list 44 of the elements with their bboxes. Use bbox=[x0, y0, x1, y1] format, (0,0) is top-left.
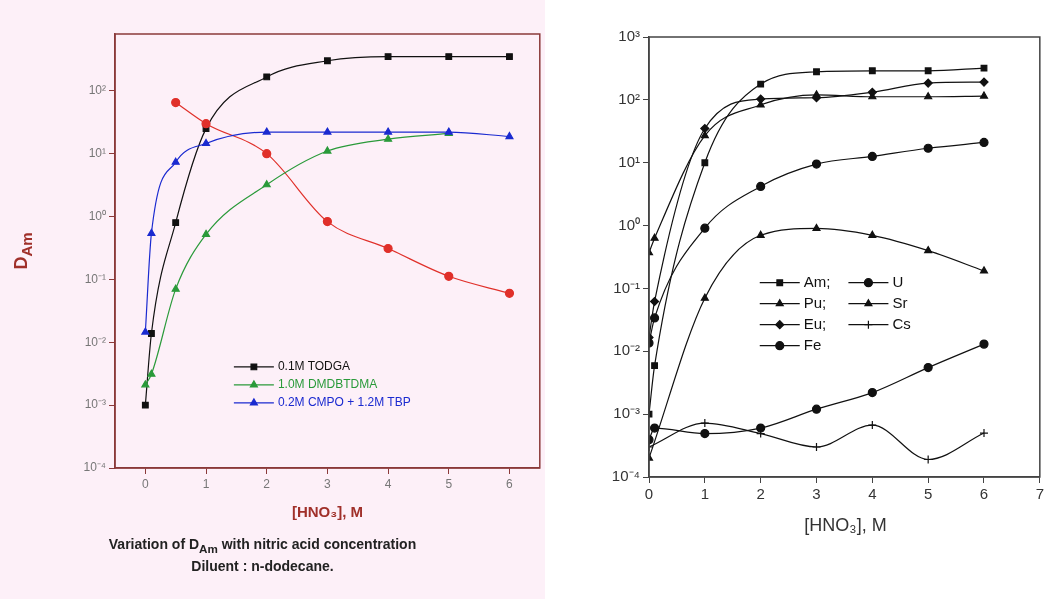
y-tick-label: 10² bbox=[618, 90, 640, 107]
legend-label: 1.0M DMDBTDMA bbox=[277, 377, 378, 392]
x-tick-label: 0 bbox=[644, 485, 654, 503]
x-tick-label: 1 bbox=[202, 476, 210, 491]
x-tick-label: 3 bbox=[812, 485, 821, 503]
text: Variation of D$_{Am}$ with nitric acid concentration bbox=[108, 536, 417, 555]
legend-label: Sr bbox=[892, 293, 908, 311]
y-tick-label: 10¹ bbox=[618, 152, 640, 170]
x-tick-label: 5 bbox=[445, 476, 453, 491]
x-tick-label: 7 bbox=[1035, 485, 1044, 503]
y-tick-label: 10⁻³ bbox=[84, 397, 106, 412]
y-tick-label: 10⁻⁴ bbox=[611, 467, 640, 485]
legend-label: U bbox=[892, 272, 904, 290]
y-tick-label: 10² bbox=[88, 83, 106, 98]
y-tick-label: 10⁻⁴ bbox=[83, 460, 106, 475]
legend-label: Pu; bbox=[803, 293, 827, 311]
y-tick-label: 10⁻¹ bbox=[84, 271, 106, 286]
x-tick-label: 4 bbox=[868, 485, 877, 503]
text: Diluent : n-dodecane. bbox=[191, 558, 334, 574]
x-tick-label: 3 bbox=[324, 476, 332, 491]
y-tick-label: 10¹ bbox=[88, 145, 106, 160]
y-tick-label: 10⁻¹ bbox=[613, 278, 640, 296]
legend-label: Eu; bbox=[803, 314, 827, 332]
y-tick-label: 10⁰ bbox=[88, 208, 106, 223]
legend-label: 0.2M CMPO + 1.2M TBP bbox=[277, 395, 411, 410]
x-axis-title: [HNO₃], M bbox=[804, 515, 887, 536]
legend-label: Fe bbox=[803, 335, 822, 353]
y-tick-label: 10⁻³ bbox=[613, 404, 640, 422]
legend-label: Am; bbox=[803, 272, 831, 290]
y-tick-label: 10⁻² bbox=[613, 341, 640, 359]
y-tick-label: 10⁰ bbox=[618, 215, 640, 233]
x-tick-label: 1 bbox=[700, 485, 709, 503]
legend-label: Cs bbox=[892, 314, 911, 332]
x-tick-label: 6 bbox=[979, 485, 989, 503]
x-tick-label: 2 bbox=[756, 485, 765, 503]
x-tick-label: 0 bbox=[142, 476, 149, 491]
x-axis-title: [HNO₃], M bbox=[291, 503, 364, 520]
y-tick-label: 10⁻² bbox=[84, 334, 106, 349]
x-tick-label: 5 bbox=[923, 485, 933, 503]
legend-label: 0.1M TODGA bbox=[277, 359, 351, 374]
x-tick-label: 4 bbox=[384, 476, 392, 491]
y-tick-label: 10³ bbox=[618, 27, 640, 45]
x-tick-label: 2 bbox=[263, 476, 271, 491]
x-tick-label: 6 bbox=[506, 476, 514, 491]
